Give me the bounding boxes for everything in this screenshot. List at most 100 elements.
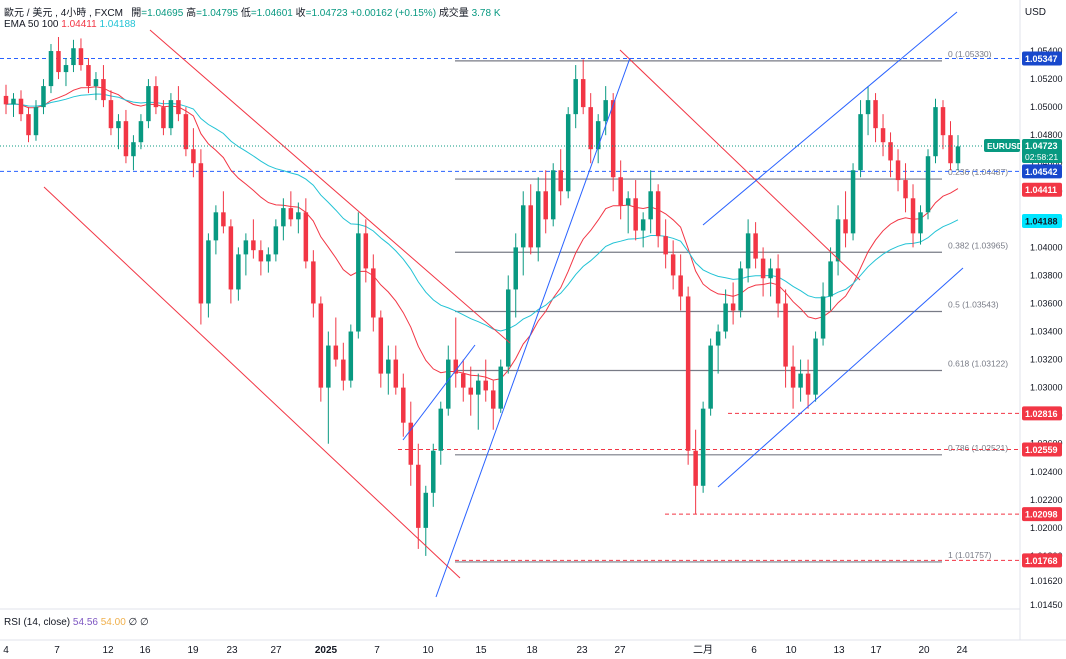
candle [266, 247, 271, 273]
y-tick-label: 1.05000 [1030, 102, 1063, 112]
price-axis[interactable]: 1.05400 1.05200 1.05000 1.04800 1.04600 1.044… [0, 0, 1066, 641]
x-tick-label: 10 [422, 645, 434, 656]
candle-body [753, 233, 758, 259]
y-tick-label: 1.04600 [1030, 158, 1063, 168]
candle [401, 373, 406, 437]
y-tick-label: 1.02000 [1030, 523, 1063, 533]
candle-body [640, 219, 646, 231]
candle-body [678, 275, 683, 297]
candle [888, 132, 893, 178]
candle-body [843, 219, 848, 234]
candle [753, 222, 758, 269]
candle [56, 37, 61, 80]
candle-body [528, 205, 533, 248]
candle-body [948, 135, 953, 164]
candles [3, 37, 961, 556]
time-axis[interactable]: 4 7 12 16 19 23 27 2025 7 10 15 18 23 27 二月 6 10 13 17 20 24 [3, 644, 968, 656]
candle [33, 100, 39, 141]
candle-body [873, 100, 878, 129]
candle [206, 233, 211, 318]
candle-body [955, 146, 961, 164]
candle-body [3, 95, 9, 105]
price-tags: 1.05347 1.04542 1.04411 1.04188 1.02816 1.025… [0, 51, 1062, 568]
candle-body [378, 317, 384, 374]
candle-body [738, 268, 743, 311]
price-tag-bg [1022, 214, 1062, 229]
candle [453, 317, 459, 388]
candle-body [700, 408, 706, 486]
candle [678, 254, 683, 311]
symbol-name[interactable]: 歐元 / 美元 [4, 8, 53, 19]
candle-body [303, 212, 309, 262]
candle-body [880, 128, 886, 143]
candle [3, 84, 9, 115]
volume-label: 成交量 [438, 8, 469, 19]
candle [423, 485, 429, 556]
candle-body [78, 48, 84, 66]
fib-label: 0.618 (1.03122) [948, 359, 1008, 369]
candle-body [798, 373, 803, 388]
candle-body [108, 100, 114, 129]
ema100-value: 1.04188 [99, 19, 136, 30]
x-tick-label: 10 [785, 645, 797, 656]
candle [895, 149, 901, 192]
x-tick-label: 二月 [693, 644, 713, 656]
candle [123, 109, 129, 164]
candle [228, 219, 234, 304]
candle-body [273, 226, 279, 255]
candle-body [461, 373, 466, 388]
trend-lines[interactable] [43, 11, 964, 598]
candle-body [670, 254, 676, 276]
candle [685, 286, 691, 465]
candle-body [288, 208, 294, 220]
trend-line [717, 267, 964, 488]
x-tick-label: 27 [614, 645, 626, 656]
candle-body [386, 359, 391, 374]
candle-body [768, 268, 773, 279]
candle [131, 135, 136, 171]
candle-body [213, 212, 219, 241]
x-tick-label: 12 [102, 645, 114, 656]
candle-body [198, 163, 204, 304]
x-tick-label: 6 [751, 645, 757, 656]
candle [573, 65, 578, 129]
candle-body [790, 366, 796, 388]
candle-body [393, 359, 399, 388]
price-tag-bg [1022, 164, 1062, 179]
candle-body [535, 191, 541, 248]
candle [363, 219, 369, 283]
price-tag-bg [1022, 442, 1062, 457]
candle [603, 86, 608, 136]
currency-label[interactable]: USD [1024, 7, 1046, 18]
candle [116, 114, 121, 150]
candle [715, 324, 721, 374]
candle-body [63, 65, 69, 73]
candle [835, 205, 841, 276]
candle-body [93, 79, 99, 87]
current-price-value: 1.04723 [1025, 141, 1058, 151]
candle [490, 380, 496, 430]
price-tag: 1.01768 [1025, 556, 1058, 566]
fib-retracement[interactable]: 0 (1.05330) 0.236 (1.04487) 0.382 (1.03965… [0, 49, 1020, 563]
ema-legend[interactable]: EMA 50 100 1.04411 1.04188 [4, 19, 136, 30]
candle [768, 258, 773, 297]
candle [348, 324, 354, 388]
candle [138, 114, 144, 150]
price-tag: 1.05347 [1025, 54, 1058, 64]
candle-body [648, 191, 653, 220]
candle [708, 338, 713, 416]
x-tick-label: 27 [270, 645, 282, 656]
y-tick-label: 1.05400 [1030, 46, 1063, 56]
timeframe[interactable]: 4小時 [60, 8, 87, 19]
x-tick-label: 4 [3, 645, 9, 656]
ema50-line [5, 86, 959, 381]
candle-body [708, 345, 713, 409]
rsi-label: RSI (14, close) [4, 617, 71, 628]
trend-line [402, 344, 476, 441]
rsi-legend[interactable]: RSI (14, close) 54.56 54.00 ∅ ∅ [4, 617, 149, 628]
candle [408, 401, 414, 486]
candle [101, 65, 106, 108]
candle [378, 310, 384, 388]
